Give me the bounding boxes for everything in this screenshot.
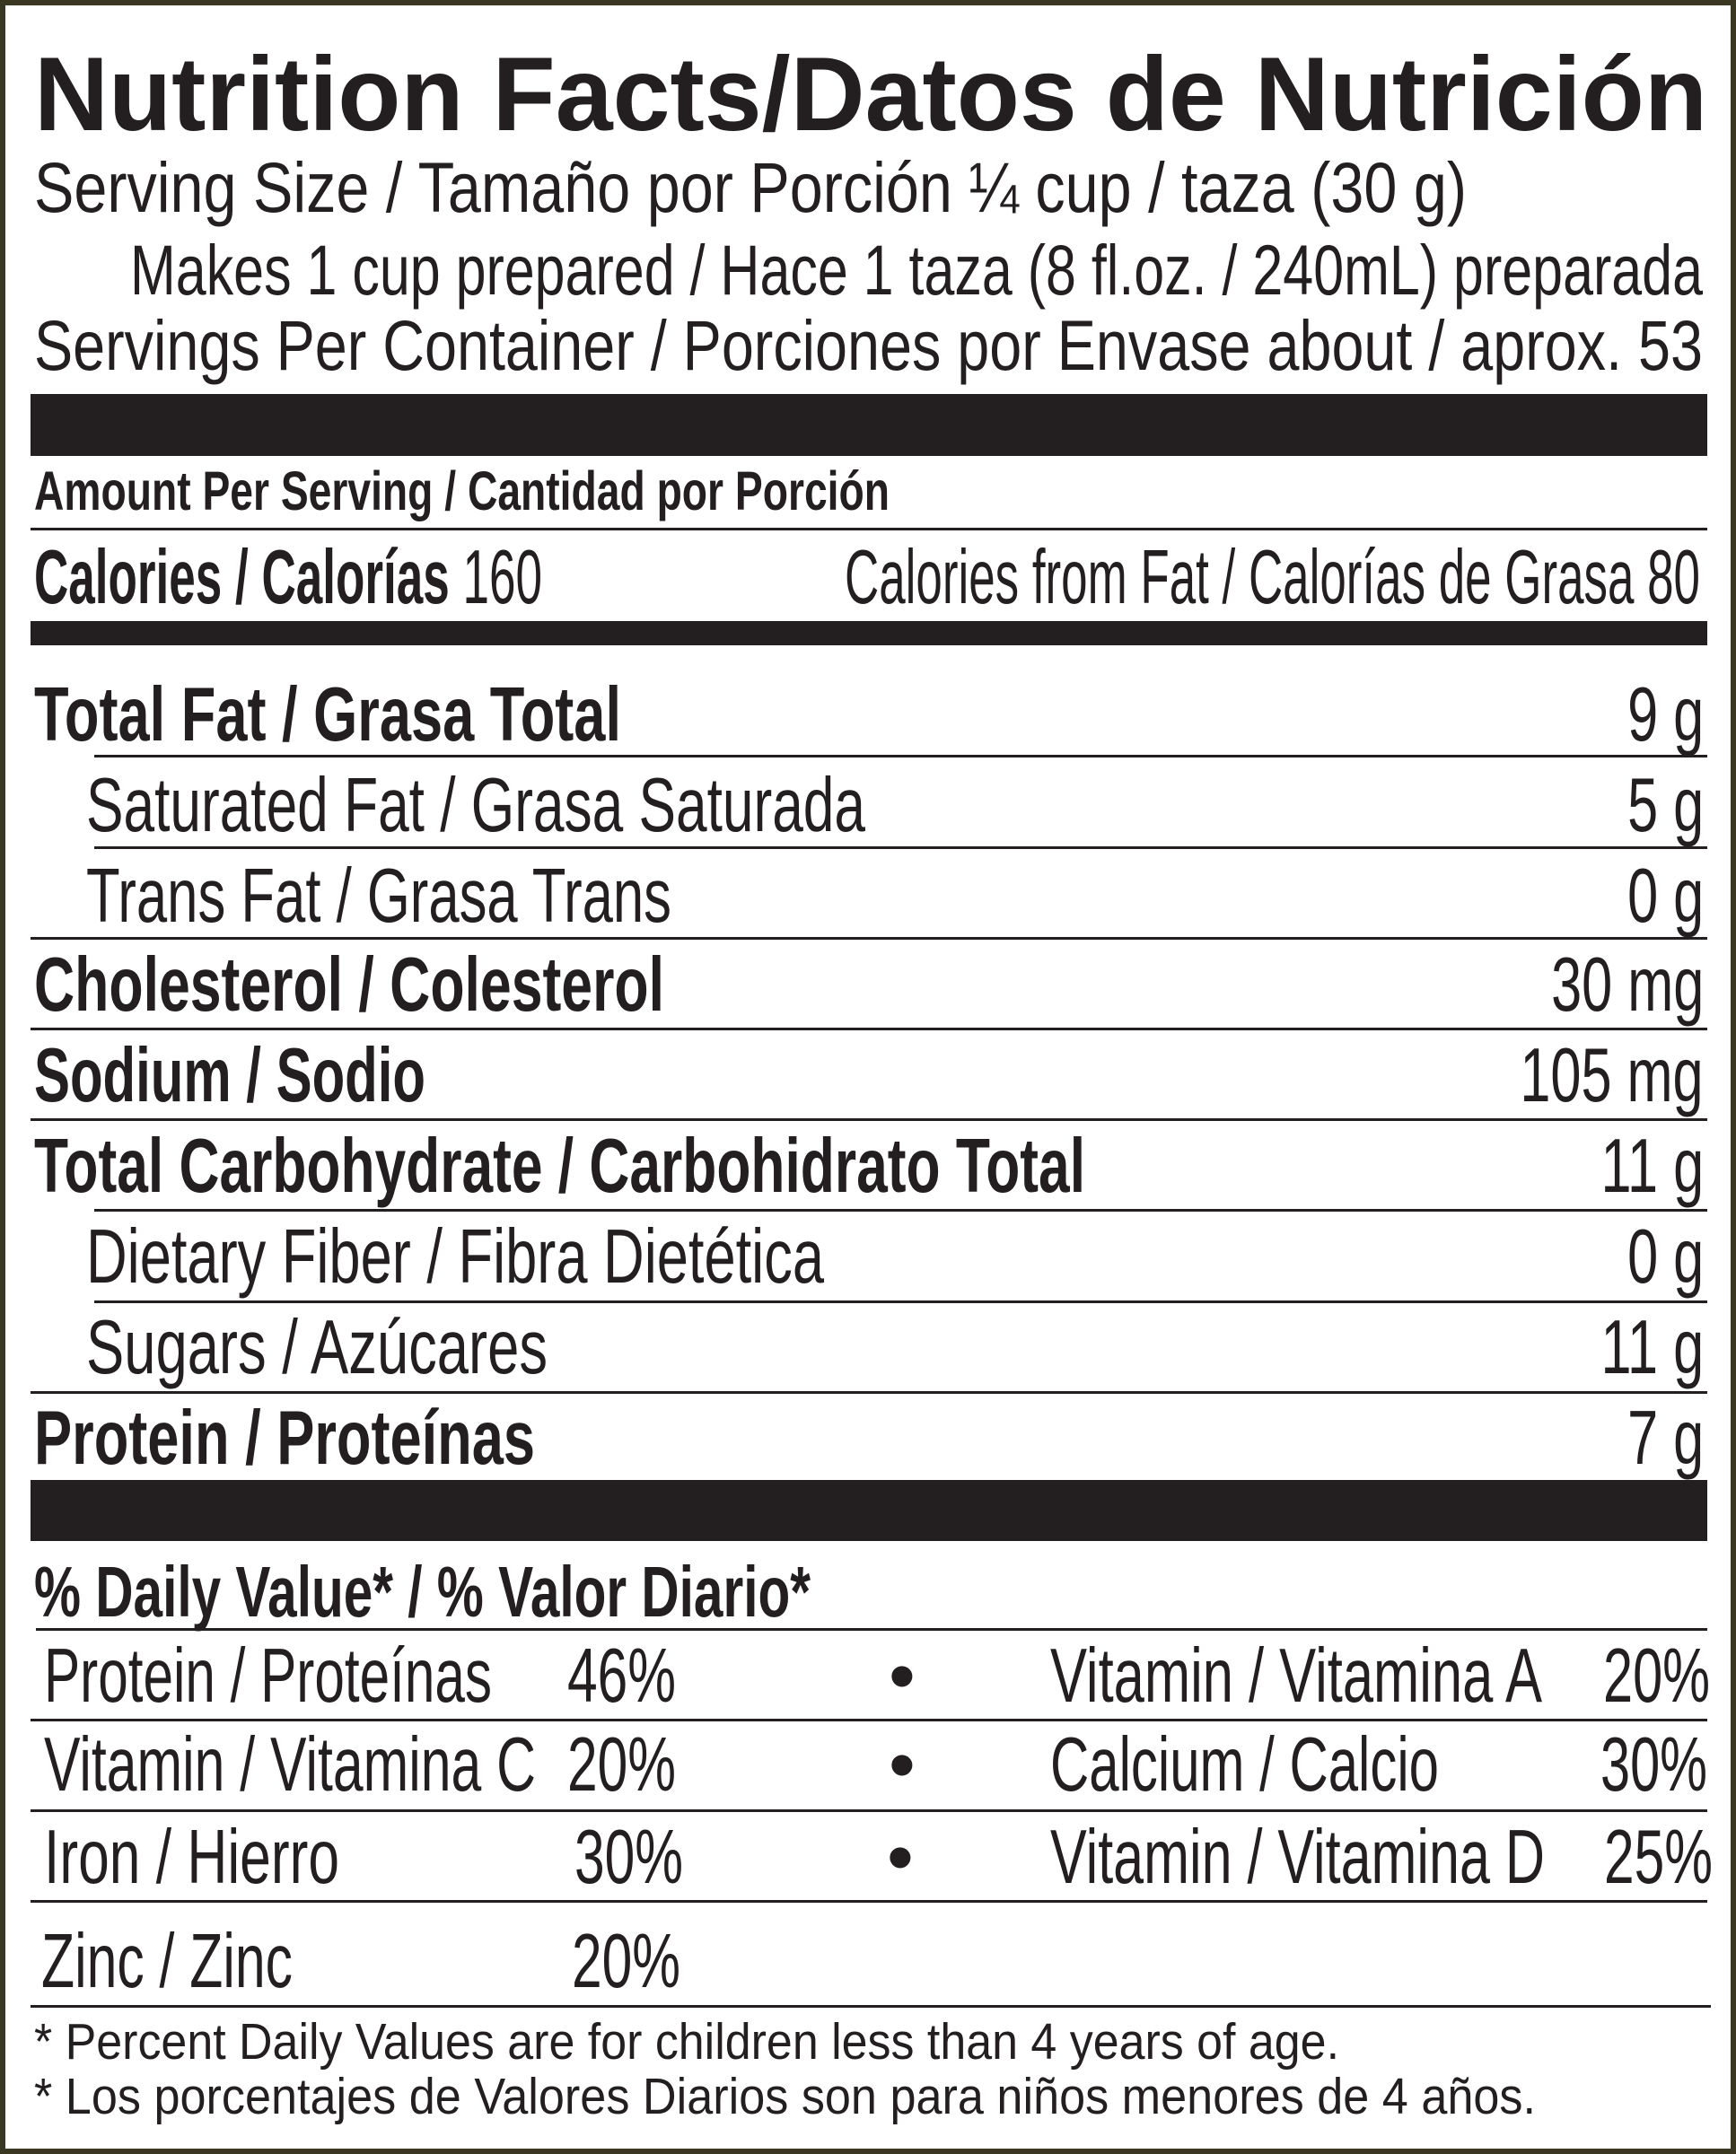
makes-prepared: Makes 1 cup prepared / Hace 1 taza (8 fl… (130, 230, 1704, 310)
nutrient-value: 105 mg (1520, 1033, 1704, 1118)
vitamin-value: 20% (1603, 1633, 1710, 1719)
nutrient-label: Dietary Fiber / Fibra Dietética (86, 1214, 824, 1300)
divider (31, 1028, 1707, 1030)
thick-divider (31, 394, 1707, 456)
divider (36, 1628, 1707, 1631)
nutrient-value: 0 g (1626, 1214, 1704, 1300)
divider (31, 1719, 1707, 1721)
calories-label: Calories / Calorías (34, 535, 450, 620)
divider (31, 1809, 1707, 1812)
divider (94, 755, 1707, 757)
servings-per-container: Servings Per Container / Porciones por E… (34, 305, 1703, 385)
divider (31, 1391, 1707, 1394)
bullet: • (889, 1633, 916, 1719)
label-title: Nutrition Facts/Datos de Nutrición (34, 35, 1707, 153)
divider (31, 528, 1707, 530)
vitamin-label: Vitamin / Vitamina C (44, 1722, 536, 1808)
nutrient-label: Protein / Proteínas (34, 1396, 535, 1481)
nutrient-value: 11 g (1600, 1305, 1704, 1390)
vitamin-label: Vitamin / Vitamina A (1050, 1633, 1542, 1719)
bullet: • (889, 1722, 916, 1808)
daily-value-header: % Daily Value* / % Valor Diario* (34, 1552, 811, 1632)
vitamin-value: 20% (567, 1722, 676, 1808)
calories-value: 160 (462, 535, 542, 620)
thick-divider (31, 1480, 1707, 1541)
divider (94, 846, 1707, 849)
calories: Calories / Calorías 160 (34, 539, 542, 616)
divider (31, 1900, 1707, 1903)
nutrient-label: Sodium / Sodio (34, 1033, 425, 1118)
nutrient-label: Total Carbohydrate / Carbohidrato Total (34, 1124, 1085, 1209)
medium-divider (31, 621, 1707, 645)
vitamin-value: 25% (1604, 1815, 1713, 1900)
vitamin-label: Zinc / Zinc (41, 1919, 293, 2004)
bullet: • (887, 1815, 914, 1900)
nutrient-value: 9 g (1626, 672, 1704, 757)
footnote: * Percent Daily Values are for children … (34, 2013, 1339, 2071)
nutrient-value: 30 mg (1550, 942, 1704, 1028)
nutrient-value: 11 g (1600, 1124, 1704, 1209)
vitamin-label: Vitamin / Vitamina D (1050, 1815, 1545, 1900)
vitamin-value: 20% (572, 1919, 680, 2004)
serving-size: Serving Size / Tamaño por Porción ¼ cup … (34, 147, 1467, 227)
amount-per-serving: Amount Per Serving / Cantidad por Porció… (34, 460, 890, 521)
divider (31, 1118, 1707, 1121)
divider (94, 1209, 1707, 1212)
nutrient-value: 7 g (1626, 1396, 1704, 1481)
calories-from-fat: Calories from Fat / Calorías de Grasa 80 (845, 535, 1700, 620)
vitamin-value: 30% (1600, 1722, 1707, 1808)
nutrient-value: 5 g (1626, 763, 1704, 848)
nutrient-label: Cholesterol / Colesterol (34, 942, 664, 1028)
vitamin-label: Calcium / Calcio (1050, 1722, 1439, 1808)
divider (94, 1300, 1707, 1303)
nutrient-label: Trans Fat / Grasa Trans (86, 854, 671, 939)
vitamin-value: 46% (567, 1633, 676, 1719)
divider (31, 937, 1707, 940)
vitamin-label: Protein / Proteínas (44, 1633, 492, 1719)
nutrient-label: Total Fat / Grasa Total (34, 672, 621, 757)
nutrient-value: 0 g (1626, 854, 1704, 939)
divider (31, 2005, 1711, 2008)
nutrient-label: Saturated Fat / Grasa Saturada (86, 763, 865, 848)
vitamin-value: 30% (574, 1815, 683, 1900)
footnote: * Los porcentajes de Valores Diarios son… (34, 2068, 1536, 2125)
vitamin-label: Iron / Hierro (44, 1815, 339, 1900)
nutrient-label: Sugars / Azúcares (86, 1305, 548, 1390)
